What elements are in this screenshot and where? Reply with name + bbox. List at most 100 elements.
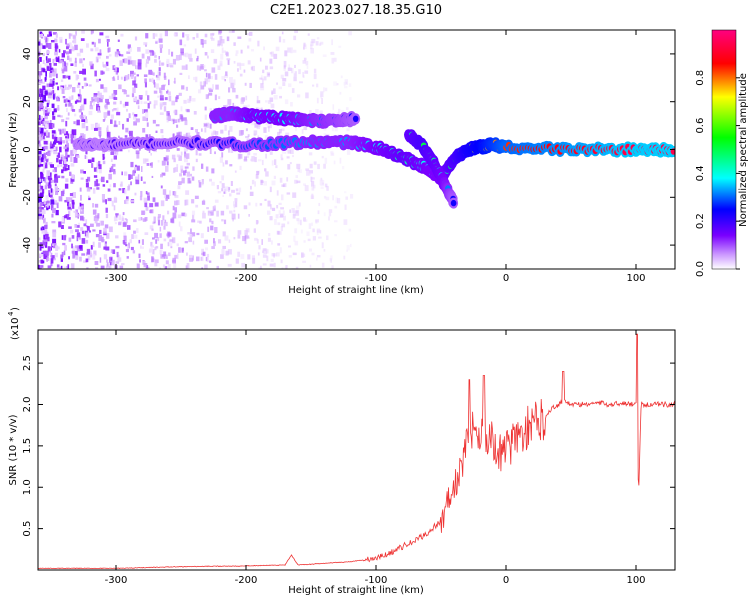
noise-speck bbox=[117, 39, 120, 42]
noise-speck bbox=[221, 47, 224, 54]
noise-speck bbox=[83, 171, 86, 174]
noise-speck bbox=[207, 210, 212, 216]
noise-speck bbox=[218, 96, 221, 99]
noise-speck bbox=[227, 249, 232, 255]
noise-speck bbox=[47, 58, 51, 63]
noise-speck bbox=[343, 255, 346, 260]
noise-speck bbox=[217, 191, 222, 194]
noise-speck bbox=[251, 49, 254, 52]
noise-speck bbox=[56, 164, 60, 168]
noise-speck bbox=[307, 171, 312, 176]
noise-speck bbox=[52, 90, 55, 94]
noise-speck bbox=[47, 184, 52, 189]
noise-speck bbox=[132, 87, 136, 93]
noise-speck bbox=[323, 163, 326, 169]
noise-speck bbox=[80, 209, 84, 214]
noise-speck bbox=[60, 164, 63, 167]
noise-speck bbox=[269, 58, 273, 64]
noise-speck bbox=[60, 39, 63, 43]
noise-speck bbox=[204, 52, 208, 56]
noise-speck bbox=[49, 71, 54, 73]
noise-speck bbox=[74, 100, 78, 104]
noise-speck bbox=[86, 83, 88, 86]
noise-speck bbox=[281, 31, 284, 35]
noise-speck bbox=[346, 245, 350, 251]
noise-speck bbox=[198, 153, 202, 156]
noise-speck bbox=[302, 72, 305, 78]
noise-speck bbox=[98, 168, 102, 174]
noise-speck bbox=[117, 75, 119, 80]
noise-speck bbox=[102, 160, 106, 165]
noise-speck bbox=[200, 269, 202, 275]
noise-speck bbox=[61, 88, 65, 94]
noise-speck bbox=[291, 88, 295, 93]
noise-speck bbox=[166, 91, 168, 94]
noise-speck bbox=[38, 131, 41, 135]
noise-speck bbox=[83, 260, 88, 263]
noise-speck bbox=[95, 179, 99, 182]
noise-speck bbox=[190, 127, 194, 130]
noise-speck bbox=[238, 154, 243, 159]
noise-speck bbox=[83, 98, 87, 105]
noise-speck bbox=[179, 54, 182, 60]
noise-speck bbox=[293, 73, 296, 77]
noise-speck bbox=[200, 39, 204, 45]
noise-speck bbox=[139, 195, 143, 201]
noise-speck bbox=[169, 239, 174, 242]
noise-speck bbox=[298, 202, 301, 207]
noise-speck bbox=[64, 131, 69, 136]
noise-speck bbox=[110, 257, 113, 261]
noise-speck bbox=[66, 46, 69, 50]
noise-speck bbox=[155, 130, 158, 133]
noise-speck bbox=[339, 91, 342, 95]
noise-speck bbox=[99, 178, 102, 182]
noise-speck bbox=[282, 39, 286, 43]
noise-speck bbox=[233, 209, 236, 213]
noise-speck bbox=[225, 160, 228, 165]
noise-speck bbox=[53, 167, 57, 173]
noise-speck bbox=[50, 146, 54, 149]
noise-speck bbox=[159, 95, 164, 101]
noise-speck bbox=[150, 209, 154, 214]
noise-speck bbox=[159, 44, 163, 49]
noise-speck bbox=[308, 152, 313, 156]
noise-speck bbox=[345, 107, 349, 110]
noise-speck bbox=[309, 170, 313, 174]
noise-speck bbox=[122, 212, 125, 216]
noise-speck bbox=[293, 49, 297, 53]
noise-speck bbox=[221, 219, 224, 222]
noise-speck bbox=[63, 164, 68, 167]
noise-speck bbox=[207, 226, 210, 232]
noise-speck bbox=[214, 227, 218, 233]
noise-speck bbox=[172, 119, 175, 125]
noise-speck bbox=[80, 227, 84, 231]
noise-speck bbox=[209, 260, 212, 263]
noise-speck bbox=[171, 51, 174, 57]
noise-speck bbox=[310, 48, 314, 54]
noise-speck bbox=[220, 39, 225, 44]
noise-speck bbox=[43, 162, 47, 167]
noise-speck bbox=[60, 79, 64, 82]
noise-speck bbox=[134, 114, 138, 117]
noise-speck bbox=[125, 198, 129, 205]
noise-speck bbox=[315, 219, 319, 223]
noise-speck bbox=[38, 80, 43, 84]
noise-speck bbox=[200, 65, 204, 69]
noise-speck bbox=[134, 164, 137, 168]
noise-speck bbox=[289, 209, 291, 213]
noise-speck bbox=[167, 235, 170, 239]
noise-speck bbox=[72, 129, 77, 136]
noise-speck bbox=[201, 248, 204, 253]
noise-speck bbox=[254, 181, 256, 187]
noise-speck bbox=[101, 176, 105, 183]
noise-speck bbox=[294, 179, 298, 184]
noise-speck bbox=[160, 249, 163, 255]
noise-speck bbox=[42, 99, 45, 103]
noise-speck bbox=[334, 205, 338, 209]
noise-speck bbox=[138, 217, 142, 221]
noise-speck bbox=[269, 216, 273, 221]
noise-speck bbox=[160, 129, 164, 134]
noise-speck bbox=[152, 72, 155, 76]
noise-speck bbox=[128, 242, 130, 249]
noise-speck bbox=[98, 92, 102, 97]
